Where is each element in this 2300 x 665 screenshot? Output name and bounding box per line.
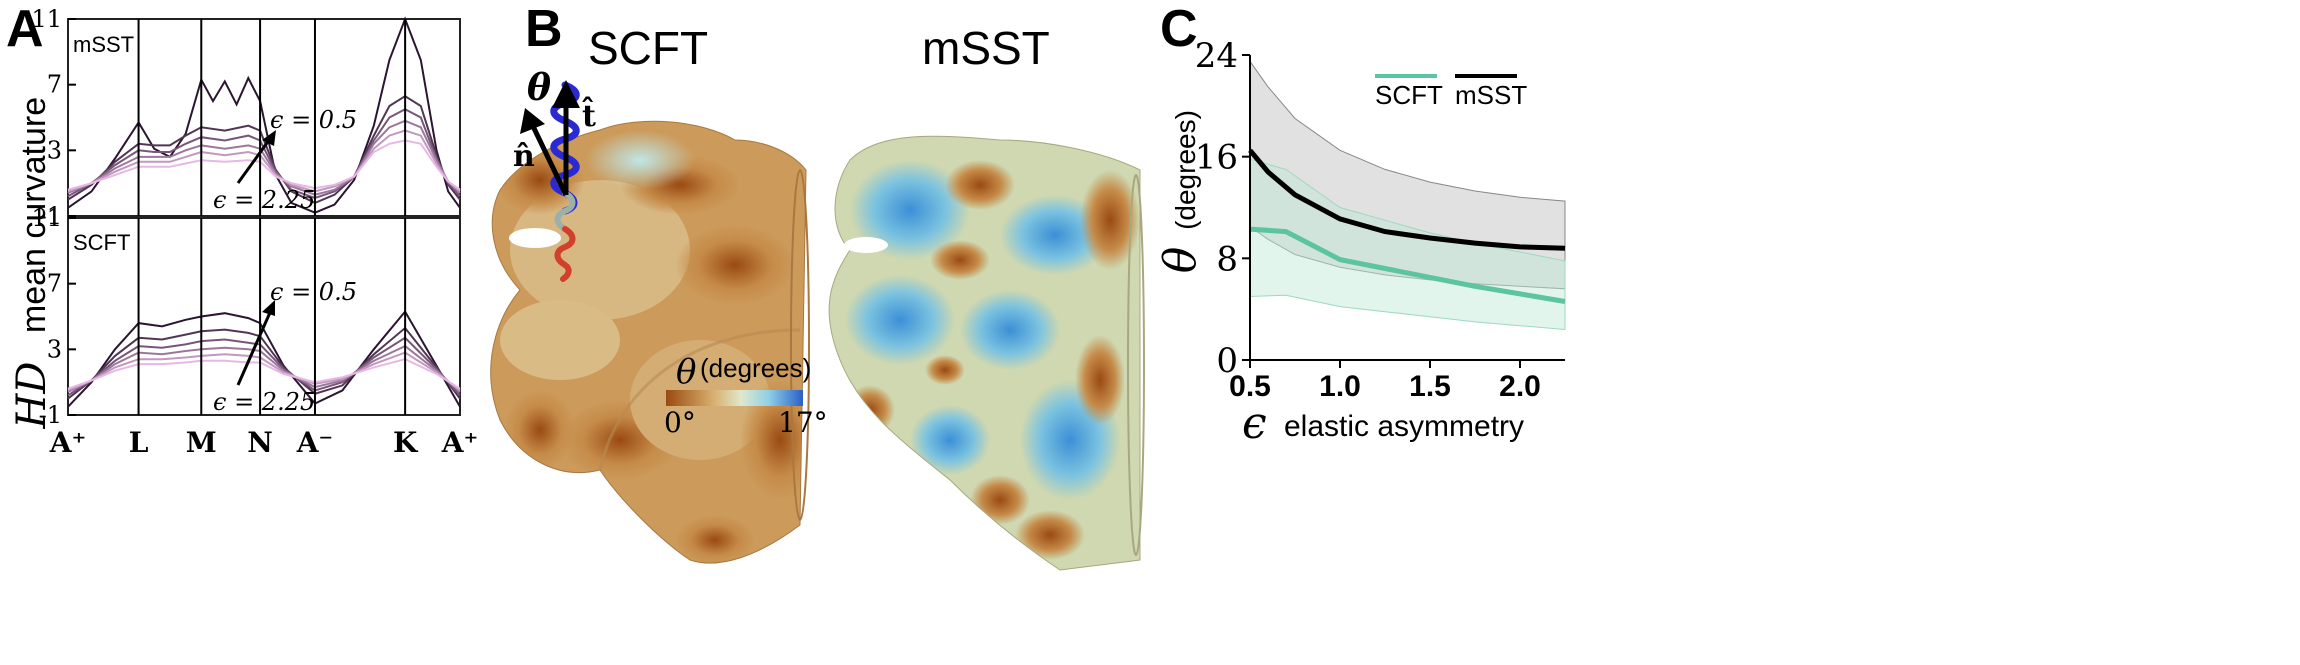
panel-a-top-curve-3 (67, 119, 461, 196)
panel-c-line-msst (1248, 148, 1566, 251)
panel-a-ytick-label-2: 7 (47, 71, 62, 99)
panel-a-bottom-curve-0 (67, 309, 461, 408)
panel-b-letter: B (525, 0, 563, 58)
panel-c-xlabel-text: elastic asymmetry (1284, 410, 1524, 443)
panel-a-bottom-lines (67, 309, 461, 408)
panel-a-top-frame (67, 18, 461, 217)
panel-c-xtick-label-2: 1.5 (1409, 370, 1451, 403)
n-hat-vector (528, 120, 569, 197)
panel-a-top-vlines (137, 19, 407, 216)
panel-a-top-eps-bottom: ϵ = 2.25 (213, 186, 315, 214)
panel-c-line-scft (1249, 226, 1566, 304)
panel-c-lines (1248, 148, 1566, 304)
theta-label: θ (527, 67, 551, 109)
colorbar (666, 390, 803, 406)
panel-a-bottom-curve-4 (67, 351, 461, 392)
panel-a-xtick-label-3: N (247, 426, 273, 459)
colorbar-unit: (degrees) (700, 353, 811, 383)
panel-a-ytick-label-3: 11 (31, 204, 62, 232)
panel-a-top-yticks: -1 3 7 11 (31, 5, 76, 230)
panel-c-ylabel: θ (degrees) (1155, 110, 1206, 273)
panel-a-top-curve-5 (67, 139, 461, 191)
panel-a-xticks: A⁺ L M N A⁻ K A⁺ (49, 426, 479, 459)
t-hat-label: t̂ (581, 97, 596, 134)
panel-b: B SCFT mSST (490, 0, 1145, 571)
n-hat-arrowhead (520, 108, 545, 134)
panel-c-ytick-label-0: 0 (1216, 341, 1238, 381)
panel-c-ylabel-unit: (degrees) (1170, 110, 1201, 230)
colorbar-symbol: θ (676, 352, 696, 392)
panel-c-ytick-label-3: 24 (1195, 36, 1238, 76)
panel-a-bottom-curve-3 (67, 344, 461, 393)
panel-a-ytick-label-2: 7 (47, 270, 62, 298)
panel-a-bottom-curve-2 (67, 336, 461, 397)
panel-c-legend: SCFT mSST (1375, 74, 1527, 110)
panel-a-bottom-frame (67, 217, 461, 416)
panel-c-legend-label-msst: mSST (1455, 80, 1527, 110)
panel-a-ylabel-text: mean curvature (15, 97, 53, 333)
panel-a-xtick-label-6: A⁺ (441, 426, 479, 459)
panel-a-xtick-label-4: A⁻ (296, 426, 334, 459)
colorbar-min: 0° (664, 406, 696, 439)
msst-surface (829, 136, 1140, 571)
panel-a-xtick-label-0: A⁺ (49, 426, 87, 459)
panel-a-letter: A (6, 0, 44, 58)
msst-hole (844, 237, 888, 253)
panel-a-ytick-label-0: -1 (39, 401, 62, 429)
scft-hole (509, 228, 561, 248)
panel-a-bottom-eps-top: ϵ = 0.5 (270, 278, 357, 306)
panel-a-top-eps-top: ϵ = 0.5 (270, 106, 357, 134)
panel-c-xtick-label-0: 0.5 (1229, 370, 1271, 403)
panel-c: C θ (degrees) 0 8 16 24 0.5 1.0 1.5 2.0 SCFT mS… (1155, 0, 1566, 449)
panel-a-xtick-label-1: L (129, 426, 149, 459)
panel-c-yticks: 0 8 16 24 (1195, 36, 1250, 381)
panel-a-bottom-arrow (236, 307, 274, 386)
panel-c-legend-label-scft: SCFT (1375, 80, 1443, 110)
msst-tube-end (1127, 174, 1145, 556)
panel-a-bottom-vlines (137, 218, 407, 415)
colorbar-max: 17° (778, 406, 828, 439)
panel-a-bottom-eps-bottom: ϵ = 2.25 (213, 388, 315, 416)
panel-c-xtick-label-1: 1.0 (1319, 370, 1361, 403)
panel-a-ylabel: HD mean curvature (9, 97, 55, 430)
panel-a-xtick-label-5: K (393, 426, 419, 459)
panel-a-bottom-yticks: -1 3 7 11 (31, 204, 76, 429)
panel-c-ytick-label-1: 8 (1216, 239, 1238, 279)
panel-c-xticks: 0.5 1.0 1.5 2.0 (1229, 360, 1541, 403)
panel-a-top-arrowhead (262, 130, 276, 146)
scft-tube-end (790, 169, 810, 521)
panel-a-top-arrow (236, 135, 274, 184)
scft-surface (490, 121, 806, 564)
panel-a-top-label: mSST (73, 32, 134, 57)
panel-a-ylabel-math: HD (9, 362, 55, 430)
panel-c-ytick-label-2: 16 (1195, 138, 1238, 178)
panel-c-ylabel-sym: θ (1155, 247, 1206, 274)
panel-a-ytick-label-1: 3 (47, 136, 62, 164)
panel-c-letter: C (1160, 0, 1198, 58)
panel-a-ytick-label-3: 11 (31, 5, 62, 33)
panel-a-ytick-label-1: 3 (47, 335, 62, 363)
n-hat-label: n̂ (513, 139, 535, 174)
panel-a-bottom-curve-1 (67, 326, 461, 400)
panel-a-bottom-label: SCFT (73, 230, 130, 255)
panel-c-xtick-label-3: 2.0 (1499, 370, 1541, 403)
panel-a-bottom-arrowhead (262, 300, 275, 316)
panel-b-right-title: mSST (922, 22, 1050, 74)
panel-a-ytick-label-0: -1 (39, 202, 62, 230)
panel-b-left-title: SCFT (588, 22, 708, 74)
panel-a-xtick-label-2: M (186, 426, 217, 459)
panel-c-xlabel-sym: ϵ (1242, 398, 1267, 449)
panel-a-top-curve-4 (67, 129, 461, 193)
t-hat-arrowhead (552, 80, 580, 108)
